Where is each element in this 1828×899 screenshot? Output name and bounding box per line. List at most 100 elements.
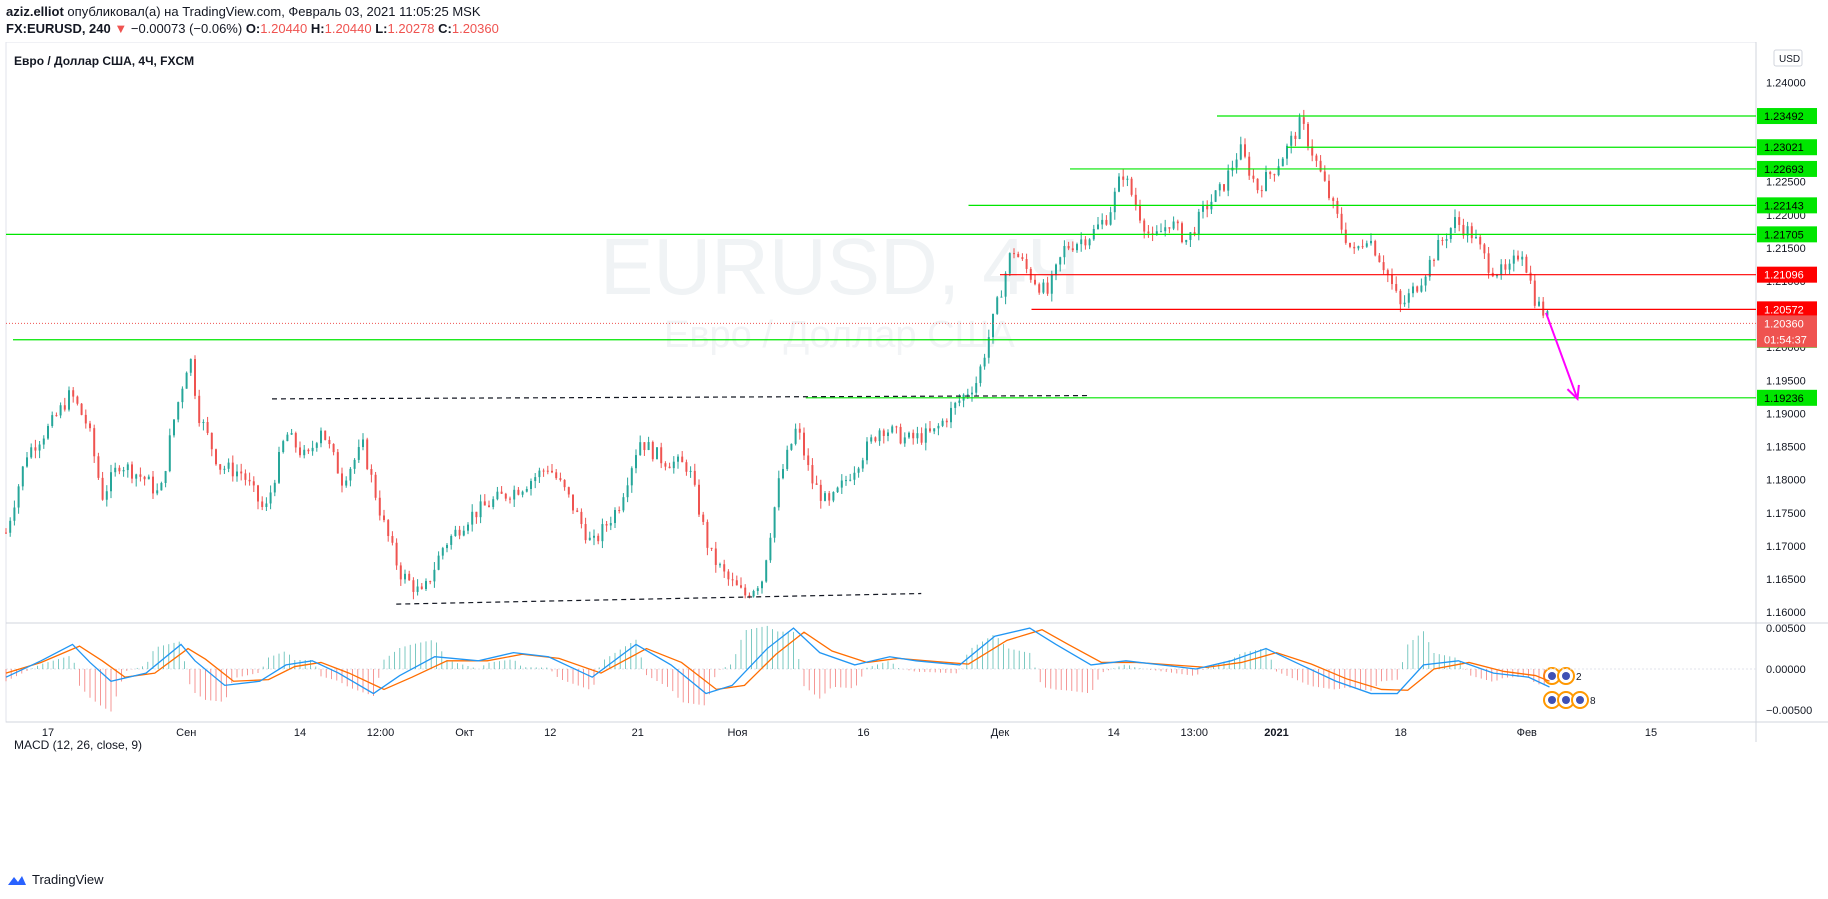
- wave-labels[interactable]: 52488: [1543, 667, 1596, 709]
- candle-body[interactable]: [924, 428, 927, 443]
- candle-body[interactable]: [1328, 180, 1330, 199]
- candle-body[interactable]: [899, 426, 902, 444]
- candle-body[interactable]: [89, 423, 91, 429]
- candle-body[interactable]: [38, 444, 41, 451]
- candle-body[interactable]: [1403, 302, 1406, 305]
- candle-body[interactable]: [996, 297, 999, 314]
- candle-body[interactable]: [584, 524, 587, 541]
- candle-body[interactable]: [1118, 176, 1120, 192]
- candle-body[interactable]: [756, 588, 759, 592]
- candle-body[interactable]: [122, 470, 125, 472]
- candle-body[interactable]: [1416, 286, 1419, 292]
- candle-body[interactable]: [950, 407, 952, 423]
- candle-body[interactable]: [1025, 259, 1028, 269]
- candle-body[interactable]: [13, 507, 16, 521]
- candle-body[interactable]: [874, 437, 877, 442]
- candle-body[interactable]: [681, 456, 684, 463]
- candle-body[interactable]: [307, 449, 310, 452]
- candle-body[interactable]: [525, 488, 528, 492]
- candle-body[interactable]: [1008, 253, 1011, 274]
- candle-body[interactable]: [1302, 117, 1305, 124]
- candle-body[interactable]: [1223, 184, 1225, 191]
- footer-brand[interactable]: TradingView: [6, 872, 104, 887]
- candle-body[interactable]: [891, 426, 894, 433]
- candle-body[interactable]: [1038, 284, 1041, 293]
- candle-body[interactable]: [1546, 311, 1549, 316]
- candle-body[interactable]: [345, 480, 348, 486]
- candle-body[interactable]: [530, 481, 532, 489]
- candle-body[interactable]: [429, 581, 432, 583]
- candle-body[interactable]: [622, 497, 625, 511]
- candle-body[interactable]: [614, 509, 616, 524]
- candle-body[interactable]: [878, 430, 881, 442]
- candle-body[interactable]: [1508, 263, 1511, 270]
- candle-body[interactable]: [1105, 219, 1108, 225]
- candle-body[interactable]: [979, 366, 982, 384]
- candle-body[interactable]: [282, 441, 285, 452]
- level-tag-1.23492[interactable]: [1757, 108, 1817, 125]
- candle-body[interactable]: [1470, 226, 1473, 239]
- candle-body[interactable]: [34, 447, 37, 451]
- candle-body[interactable]: [1433, 259, 1435, 261]
- candle-body[interactable]: [483, 501, 486, 506]
- currency-box[interactable]: [1773, 49, 1803, 67]
- candle-body[interactable]: [496, 491, 499, 500]
- candle-body[interactable]: [1206, 205, 1209, 210]
- candle-body[interactable]: [798, 428, 801, 433]
- candle-body[interactable]: [685, 462, 688, 472]
- candle-body[interactable]: [420, 586, 423, 590]
- last-price-tag[interactable]: [1757, 315, 1817, 348]
- candle-body[interactable]: [370, 469, 373, 475]
- candle-body[interactable]: [437, 555, 440, 570]
- candle-body[interactable]: [1538, 301, 1540, 306]
- candle-body[interactable]: [794, 428, 797, 444]
- candle-body[interactable]: [1084, 239, 1087, 246]
- candle-body[interactable]: [765, 560, 768, 582]
- candle-body[interactable]: [1042, 282, 1045, 293]
- candle-body[interactable]: [21, 466, 24, 487]
- candle-body[interactable]: [1260, 190, 1263, 192]
- candle-body[interactable]: [1298, 117, 1301, 139]
- candle-body[interactable]: [248, 479, 251, 482]
- candle-body[interactable]: [223, 468, 226, 470]
- candle-body[interactable]: [76, 396, 79, 404]
- candle-body[interactable]: [689, 470, 692, 472]
- candle-body[interactable]: [1399, 290, 1402, 305]
- candle-body[interactable]: [286, 434, 289, 442]
- candle-body[interactable]: [1218, 184, 1221, 191]
- candle-body[interactable]: [861, 460, 864, 469]
- candle-body[interactable]: [1239, 144, 1242, 160]
- candle-body[interactable]: [1311, 146, 1314, 156]
- candle-body[interactable]: [1424, 276, 1427, 286]
- candle-body[interactable]: [278, 451, 280, 483]
- candle-body[interactable]: [773, 507, 776, 538]
- candle-body[interactable]: [1521, 256, 1524, 260]
- candle-body[interactable]: [387, 520, 390, 537]
- candle-body[interactable]: [593, 535, 595, 538]
- candle-body[interactable]: [395, 542, 398, 566]
- candle-body[interactable]: [714, 548, 717, 565]
- candle-body[interactable]: [929, 428, 931, 432]
- candle-body[interactable]: [324, 430, 327, 440]
- candle-body[interactable]: [1357, 246, 1360, 249]
- candle-body[interactable]: [454, 529, 457, 537]
- candle-body[interactable]: [1193, 232, 1196, 235]
- candle-body[interactable]: [1542, 301, 1545, 316]
- candle-body[interactable]: [1487, 253, 1490, 273]
- candle-body[interactable]: [118, 467, 121, 472]
- candle-body[interactable]: [1235, 159, 1238, 168]
- candle-body[interactable]: [567, 487, 570, 495]
- candle-body[interactable]: [866, 441, 868, 461]
- candle-body[interactable]: [1512, 255, 1515, 264]
- candle-body[interactable]: [719, 564, 721, 566]
- candle-body[interactable]: [1428, 259, 1431, 277]
- candle-body[interactable]: [1227, 170, 1230, 191]
- candle-body[interactable]: [265, 503, 268, 507]
- candle-body[interactable]: [84, 414, 87, 424]
- candle-body[interactable]: [328, 439, 331, 445]
- candle-body[interactable]: [727, 571, 730, 580]
- candle-body[interactable]: [101, 477, 104, 500]
- candle-body[interactable]: [1273, 174, 1276, 176]
- candle-body[interactable]: [1365, 243, 1368, 247]
- candle-body[interactable]: [336, 452, 339, 474]
